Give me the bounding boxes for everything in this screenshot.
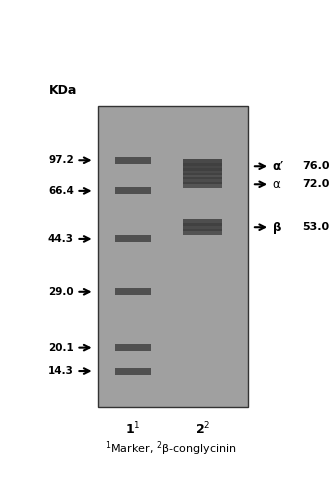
- Text: β: β: [273, 220, 281, 234]
- Text: $^{1}$Marker, $^{2}$β-conglycinin: $^{1}$Marker, $^{2}$β-conglycinin: [105, 439, 237, 458]
- Bar: [183, 168, 222, 175]
- Bar: [183, 220, 222, 226]
- Text: 2$^{2}$: 2$^{2}$: [195, 421, 211, 438]
- Text: 53.0: 53.0: [302, 222, 329, 232]
- Bar: [115, 288, 151, 296]
- Bar: [115, 157, 151, 164]
- Bar: [115, 236, 151, 242]
- Bar: [115, 344, 151, 351]
- Bar: [183, 173, 222, 179]
- Text: 29.0: 29.0: [48, 287, 74, 297]
- Bar: [183, 182, 222, 188]
- Bar: [183, 159, 222, 166]
- Bar: [183, 177, 222, 184]
- Text: 97.2: 97.2: [48, 156, 74, 166]
- Bar: [183, 228, 222, 235]
- Text: 76.0: 76.0: [302, 162, 330, 172]
- Text: α′: α′: [273, 160, 284, 173]
- Bar: [115, 368, 151, 374]
- Text: 44.3: 44.3: [48, 234, 74, 244]
- Text: 72.0: 72.0: [302, 180, 330, 190]
- Text: 20.1: 20.1: [48, 342, 74, 352]
- Bar: [115, 188, 151, 194]
- Bar: [99, 106, 248, 406]
- Text: 14.3: 14.3: [48, 366, 74, 376]
- Text: α: α: [273, 178, 280, 191]
- Text: 66.4: 66.4: [48, 186, 74, 196]
- Bar: [183, 164, 222, 171]
- Bar: [183, 224, 222, 231]
- Text: 1$^{1}$: 1$^{1}$: [126, 421, 141, 438]
- Text: KDa: KDa: [49, 84, 78, 96]
